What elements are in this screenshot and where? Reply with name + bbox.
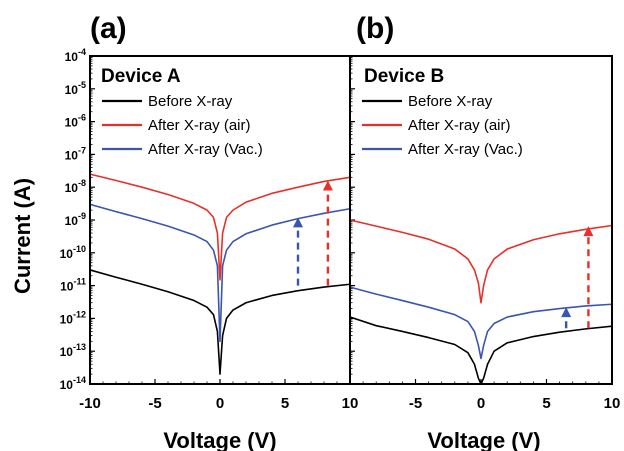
y-tick-label: 10-8 xyxy=(65,178,86,195)
panel-b-arrows xyxy=(561,226,594,329)
x-axis-label-b: Voltage (V) xyxy=(427,428,540,451)
panel-a-title: Device A xyxy=(101,66,181,87)
y-tick-label: 10-7 xyxy=(65,145,86,162)
legend-label-3: After X-ray (Vac.) xyxy=(148,141,263,158)
x-tick-label: 0 xyxy=(477,395,485,412)
series-line-1 xyxy=(349,316,613,385)
series-line-1 xyxy=(89,269,351,375)
panel-b-label: (b) xyxy=(356,12,394,45)
y-tick-label: 10-5 xyxy=(65,80,86,97)
panel-b: Device B Before X-ray After X-ray (air) Af… xyxy=(349,55,621,412)
x-tick-label: -5 xyxy=(148,395,161,412)
panel-a-x-tick-labels: -10 -5 0 5 10 xyxy=(79,395,358,412)
y-tick-label: 10-6 xyxy=(65,113,86,130)
panel-a-label: (a) xyxy=(90,12,127,45)
series-line-3 xyxy=(349,286,613,360)
y-tick-label: 10-14 xyxy=(60,375,86,392)
panel-a-curves xyxy=(89,173,351,375)
legend-label-3: After X-ray (Vac.) xyxy=(408,141,523,158)
panel-b-frame xyxy=(349,55,613,385)
panel-a-arrows xyxy=(293,180,333,286)
arrow-head-1 xyxy=(561,307,572,318)
series-line-2 xyxy=(349,219,613,304)
x-tick-label: 5 xyxy=(281,395,289,412)
panel-a: Device A Before X-ray After X-ray (air) Af… xyxy=(60,47,359,412)
y-tick-label: 10-13 xyxy=(60,342,86,359)
panel-b-title: Device B xyxy=(364,66,444,87)
y-tick-label: 10-11 xyxy=(60,277,86,294)
x-axis-label-a: Voltage (V) xyxy=(163,428,276,451)
series-line-3 xyxy=(89,203,351,343)
arrow-head-2 xyxy=(583,226,594,237)
x-tick-label: 10 xyxy=(604,395,621,412)
panel-b-legend: Before X-ray After X-ray (air) After X-ray… xyxy=(362,93,523,158)
x-tick-label: 0 xyxy=(216,395,224,412)
x-tick-label: -10 xyxy=(79,395,101,412)
panel-a-y-tick-labels: 10-4 10-5 10-6 10-7 10-8 10-9 10-10 10-11 10-12 1… xyxy=(60,47,86,392)
arrow-head-2 xyxy=(322,180,333,191)
y-tick-label: 10-12 xyxy=(60,309,86,326)
y-tick-label: 10-9 xyxy=(65,211,86,228)
series-line-2 xyxy=(89,173,351,281)
panel-b-x-tick-labels: -5 0 5 10 xyxy=(409,395,621,412)
arrow-head-1 xyxy=(293,217,303,228)
x-tick-label: 10 xyxy=(342,395,359,412)
x-tick-label: 5 xyxy=(542,395,550,412)
x-tick-label: -5 xyxy=(409,395,422,412)
legend-label-2: After X-ray (air) xyxy=(148,117,251,134)
legend-label-1: Before X-ray xyxy=(148,93,233,110)
y-tick-label: 10-10 xyxy=(60,244,86,261)
legend-label-1: Before X-ray xyxy=(408,93,493,110)
y-axis-label: Current (A) xyxy=(10,178,35,294)
panel-a-legend: Before X-ray After X-ray (air) After X-ray… xyxy=(102,93,263,158)
legend-label-2: After X-ray (air) xyxy=(408,117,511,134)
panel-b-curves xyxy=(349,219,613,385)
y-tick-label: 10-4 xyxy=(65,47,86,64)
